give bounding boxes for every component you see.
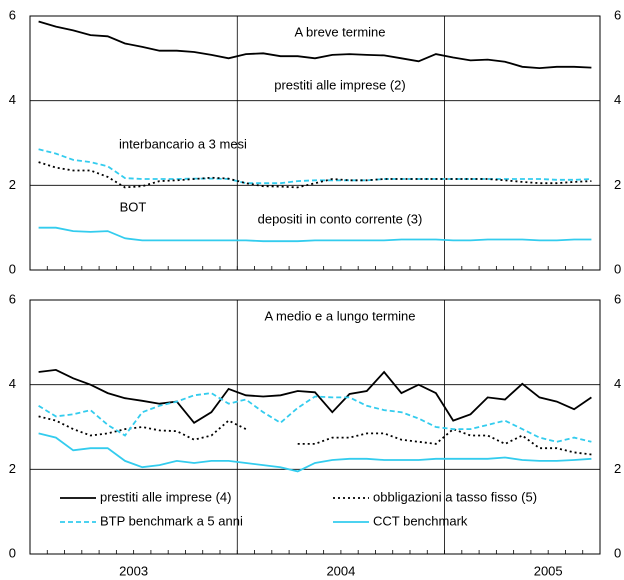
x-tick-label: 2005 bbox=[534, 563, 563, 578]
x-tick-label: 2003 bbox=[119, 563, 148, 578]
y-tick-label: 6 bbox=[9, 291, 16, 306]
y-tick-label: 0 bbox=[9, 545, 16, 560]
y-tick-label: 2 bbox=[9, 177, 16, 192]
panel-title: A breve termine bbox=[294, 24, 385, 39]
y2-tick-label: 2 bbox=[614, 461, 621, 476]
legend-label: obbligazioni a tasso fisso (5) bbox=[373, 489, 537, 504]
legend-label: BTP benchmark a 5 anni bbox=[100, 513, 243, 528]
series-label: interbancario a 3 mesi bbox=[119, 136, 247, 151]
y-tick-label: 4 bbox=[9, 92, 16, 107]
legend-label: CCT benchmark bbox=[373, 513, 468, 528]
series-line bbox=[38, 148, 592, 185]
series-label: depositi in conto corrente (3) bbox=[258, 211, 423, 226]
y2-tick-label: 4 bbox=[614, 92, 621, 107]
y2-tick-label: 6 bbox=[614, 7, 621, 22]
y2-tick-label: 6 bbox=[614, 291, 621, 306]
y-tick-label: 2 bbox=[9, 461, 16, 476]
series-label: BOT bbox=[120, 199, 147, 214]
y-tick-label: 6 bbox=[9, 7, 16, 22]
legend-label: prestiti alle imprese (4) bbox=[100, 489, 232, 504]
series-line bbox=[38, 415, 592, 456]
y2-tick-label: 0 bbox=[614, 261, 621, 276]
y2-tick-label: 0 bbox=[614, 545, 621, 560]
series-line bbox=[38, 226, 592, 243]
plot-frame bbox=[29, 15, 601, 271]
panel-title: A medio e a lungo termine bbox=[264, 308, 415, 323]
series-line bbox=[38, 392, 592, 443]
series-line bbox=[38, 368, 592, 424]
y-tick-label: 4 bbox=[9, 376, 16, 391]
y-tick-label: 0 bbox=[9, 261, 16, 276]
series-line bbox=[38, 161, 592, 189]
series-label: prestiti alle imprese (2) bbox=[274, 77, 406, 92]
x-tick-label: 2004 bbox=[326, 563, 355, 578]
series-line bbox=[38, 20, 592, 70]
series-line bbox=[38, 432, 592, 473]
y2-tick-label: 4 bbox=[614, 376, 621, 391]
y2-tick-label: 2 bbox=[614, 177, 621, 192]
